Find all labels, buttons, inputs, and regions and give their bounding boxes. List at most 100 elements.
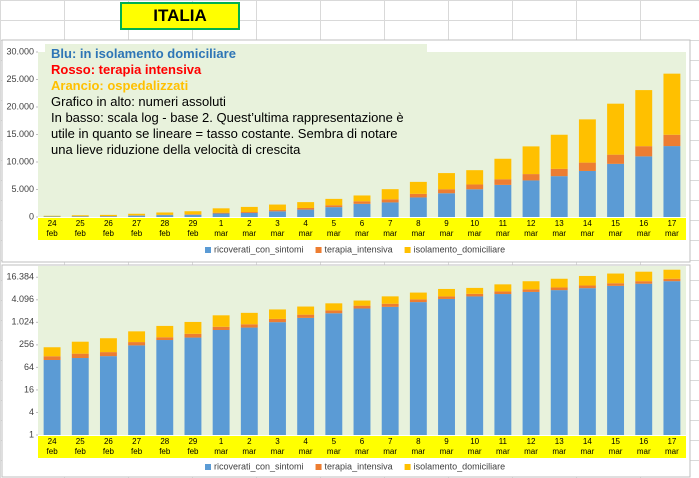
x-tick-label: 7 mar [383,219,398,238]
title-cell: ITALIA [120,2,240,30]
bar-segment [635,271,653,282]
bar-segment [578,285,596,289]
x-tick-label: 12 mar [524,219,538,238]
bar-segment [128,213,146,216]
y-tick-label: 30.000 [6,46,34,56]
bar-segment [578,275,596,286]
bar-segment [240,212,258,217]
bar-segment [466,293,484,297]
x-tick-label: 26 feb [102,437,114,456]
bar-segment [240,206,258,213]
bar-segment [156,212,174,215]
bar-segment [494,184,512,217]
x-tick-label: 12 mar [524,437,538,456]
bar-segment [466,189,484,217]
bar-segment [607,163,625,217]
bar-segment [353,305,371,309]
legend-swatch [315,464,322,470]
bar-segment [297,306,315,315]
x-tick-label: 11 mar [495,437,510,456]
bar-segment [607,154,625,164]
legend-swatch [404,247,411,253]
x-tick-label: 9 mar [439,437,454,456]
bar-segment [212,326,230,330]
bar-segment [607,273,625,284]
category-band [38,436,686,458]
bar-segment [663,134,681,147]
bar-segment [466,287,484,294]
bar-segment [438,288,455,297]
legend-swatch [315,247,322,253]
bar-segment [466,184,484,190]
bar-segment [156,215,174,217]
bar-segment [353,300,371,306]
bar-segment [466,170,484,185]
bar-segment [381,296,399,304]
y-tick-label: 10.000 [6,156,34,166]
x-tick-label: 28 feb [159,437,171,456]
x-tick-label: 10 mar [467,219,482,238]
bar-segment [71,341,89,354]
x-tick-label: 29 feb [187,437,199,456]
bar-segment [297,317,315,435]
annotation-box: Blu: in isolamento domiciliare Rosso: ter… [45,44,427,180]
y-tick-label: 5.000 [11,184,34,194]
bar-segment [325,313,343,435]
bar-segment [325,310,343,314]
x-tick-label: 14 mar [580,219,595,238]
bar-segment [269,211,286,217]
x-tick-label: 15 mar [608,219,623,238]
bar-segment [212,329,230,435]
bar-segment [663,281,681,435]
x-tick-label: 24 feb [46,437,58,456]
x-tick-label: 3 mar [270,437,285,456]
bar-segment [522,281,540,290]
annotation-line: Blu: in isolamento domiciliare [51,46,236,61]
x-tick-label: 16 mar [636,219,651,238]
x-tick-label: 5 mar [326,437,341,456]
bar-segment [663,278,681,282]
bar-segment [297,202,315,208]
y-tick-label: 25.000 [6,74,34,84]
bar-segment [522,146,540,175]
bar-segment [409,299,427,303]
bar-segment [466,296,484,435]
bar-segment [184,214,202,215]
bar-segment [325,207,343,217]
bar-segment [578,119,596,163]
bar-segment [184,321,202,334]
bar-segment [71,358,89,435]
y-tick-label: 4 [29,407,34,417]
bar-segment [212,315,230,327]
x-tick-label: 3 mar [270,219,285,238]
bar-segment [663,146,681,217]
bar-segment [409,193,427,198]
bar-segment [607,103,625,155]
bar-segment [71,353,89,359]
legend-label: terapia_intensiva [325,244,393,254]
bar-segment [269,318,286,323]
bar-segment [212,212,230,214]
y-tick-label: 16 [24,384,34,394]
bar-segment [578,288,596,435]
x-tick-label: 29 feb [187,219,199,238]
bar-segment [184,214,202,217]
bar-segment [156,340,174,435]
bar-segment [550,290,568,435]
bar-segment [297,209,315,217]
bar-segment [99,216,117,217]
bar-segment [381,202,399,217]
bar-segment [578,170,596,217]
bar-segment [522,289,540,292]
x-tick-label: 2 mar [242,437,257,456]
x-tick-label: 9 mar [439,219,454,238]
bar-segment [212,208,230,213]
bar-segment [43,216,61,217]
y-tick-label: 256 [19,339,34,349]
bar-segment [269,309,286,319]
bar-segment [353,308,371,435]
bar-segment [43,359,61,435]
x-tick-label: 15 mar [608,437,623,456]
legend-swatch [205,464,211,470]
bar-segment [325,198,343,206]
